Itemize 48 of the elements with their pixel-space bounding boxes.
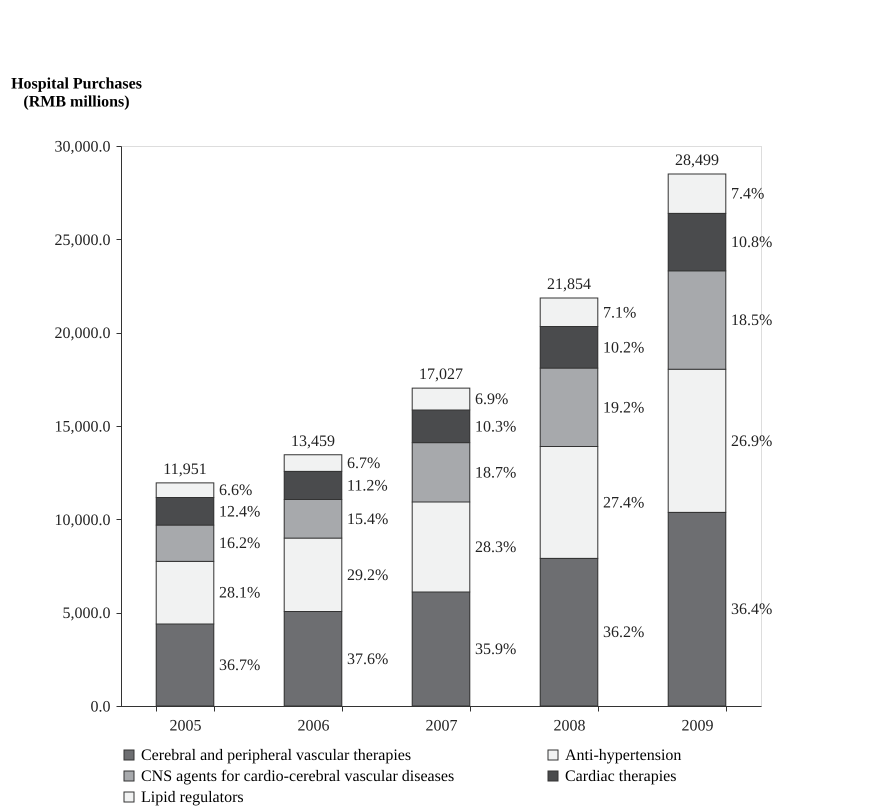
x-tick-label: 2007 — [426, 718, 458, 734]
total-label: 11,951 — [163, 460, 207, 478]
total-label: 21,854 — [547, 276, 591, 294]
y-axis-title: Hospital Purchases (RMB millions) — [11, 76, 142, 110]
y-tick-label: 20,000.0 — [54, 325, 110, 342]
annotation: 18.7% — [475, 464, 516, 482]
annotation: 27.4% — [603, 494, 644, 512]
legend-label: Cardiac therapies — [565, 768, 676, 785]
annotation: 10.3% — [475, 418, 516, 436]
x-tick-label: 2008 — [554, 718, 586, 734]
y-tick-label: 0.0 — [90, 698, 110, 716]
legend-label: Anti-hypertension — [565, 747, 682, 764]
total-label: 17,027 — [419, 366, 463, 384]
annotation: 6.9% — [475, 391, 508, 408]
y-tick-label: 15,000.0 — [54, 418, 110, 436]
annotation: 10.8% — [731, 234, 772, 252]
total-label: 13,459 — [291, 432, 335, 450]
annotation: 16.2% — [219, 535, 260, 552]
annotation: 29.2% — [347, 566, 388, 584]
annotation: 26.9% — [731, 432, 772, 450]
annotation: 7.1% — [603, 304, 636, 322]
annotation: 28.1% — [219, 584, 260, 602]
y-tick-label: 5,000.0 — [62, 605, 110, 622]
annotation: 37.6% — [347, 650, 388, 668]
annotation: 6.6% — [219, 482, 252, 500]
annotation: 18.5% — [731, 312, 772, 330]
annotation: 7.4% — [731, 186, 764, 203]
annotation: 10.2% — [603, 339, 644, 356]
y-tick-label: 25,000.0 — [54, 232, 110, 249]
x-tick-label: 2009 — [682, 718, 714, 734]
annotation: 11.2% — [347, 477, 388, 494]
annotation: 36.4% — [731, 601, 772, 618]
y-tick-label: 10,000.0 — [54, 512, 110, 529]
annotation: 36.2% — [603, 624, 644, 642]
legend-label: Lipid regulators — [141, 789, 244, 806]
annotation: 12.4% — [219, 503, 260, 520]
annotation: 19.2% — [603, 399, 644, 416]
annotation: 36.7% — [219, 657, 260, 674]
annotation: 6.7% — [347, 455, 380, 472]
annotation: 15.4% — [347, 510, 388, 528]
legend-label: Cerebral and peripheral vascular therapies — [141, 747, 412, 764]
x-tick-label: 2005 — [170, 718, 202, 734]
x-tick-label: 2006 — [298, 718, 330, 734]
total-label: 28,499 — [675, 152, 719, 170]
annotation: 35.9% — [475, 640, 516, 658]
annotation: 28.3% — [475, 538, 516, 556]
legend-label: CNS agents for cardio-cerebral vascular diseases — [141, 768, 454, 785]
y-tick-label: 30,000.0 — [54, 138, 110, 156]
